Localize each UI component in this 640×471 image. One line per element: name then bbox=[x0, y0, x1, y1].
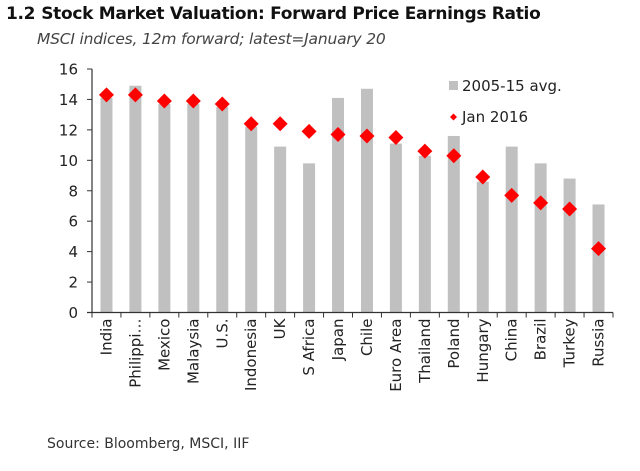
bar-15 bbox=[534, 163, 547, 313]
x-category-label: Thailand bbox=[416, 319, 434, 384]
bar-2 bbox=[158, 104, 171, 313]
legend-label-avg: 2005-15 avg. bbox=[462, 77, 562, 95]
marker-1 bbox=[127, 87, 143, 103]
chart-title: 1.2 Stock Market Valuation: Forward Price… bbox=[6, 4, 541, 24]
bar-0 bbox=[100, 97, 113, 313]
x-category-label: China bbox=[503, 319, 521, 362]
y-tick-label: 14 bbox=[59, 91, 78, 109]
y-tick-labels: 0 2 4 6 8 10 12 14 16 bbox=[59, 61, 78, 323]
marker-12 bbox=[446, 148, 462, 164]
bar-4 bbox=[216, 107, 229, 313]
marker-11 bbox=[417, 143, 433, 159]
axes bbox=[87, 68, 614, 318]
marker-2 bbox=[156, 93, 172, 109]
bar-5 bbox=[245, 126, 258, 313]
x-category-label: India bbox=[97, 319, 115, 356]
chart-title-text: Stock Market Valuation: Forward Price Ea… bbox=[41, 4, 541, 24]
x-category-label: S Africa bbox=[300, 319, 318, 376]
x-category-label: Turkey bbox=[561, 318, 579, 368]
marker-9 bbox=[359, 128, 375, 144]
y-tick-label: 0 bbox=[68, 304, 78, 322]
x-category-label: Mexico bbox=[155, 319, 173, 371]
marker-5 bbox=[243, 116, 259, 132]
x-category-label: U.S. bbox=[213, 319, 231, 349]
marker-6 bbox=[272, 116, 288, 132]
bar-series bbox=[100, 85, 605, 313]
marker-0 bbox=[98, 87, 114, 103]
y-tick-label: 8 bbox=[68, 182, 78, 200]
x-category-label: Brazil bbox=[532, 319, 550, 361]
legend-label-jan2016: Jan 2016 bbox=[461, 108, 528, 126]
marker-10 bbox=[388, 129, 404, 145]
legend-swatch-bar bbox=[449, 81, 458, 90]
marker-15 bbox=[533, 195, 549, 211]
y-tick-label: 16 bbox=[59, 61, 78, 79]
bar-17 bbox=[592, 204, 605, 313]
marker-7 bbox=[301, 123, 317, 139]
bar-1 bbox=[129, 85, 142, 313]
marker-8 bbox=[330, 126, 346, 142]
x-category-label: Malaysia bbox=[184, 319, 202, 385]
source-note: Source: Bloomberg, MSCI, IIF bbox=[47, 436, 250, 452]
y-tick-label: 6 bbox=[68, 213, 78, 231]
bar-14 bbox=[505, 146, 518, 313]
x-category-label: Chile bbox=[358, 319, 376, 357]
marker-16 bbox=[562, 201, 578, 217]
marker-17 bbox=[591, 241, 607, 257]
marker-series bbox=[98, 87, 607, 257]
marker-13 bbox=[475, 169, 491, 185]
chart-number: 1.2 bbox=[6, 4, 36, 24]
bar-12 bbox=[447, 135, 460, 313]
bar-13 bbox=[476, 181, 489, 313]
chart-subtitle: MSCI indices, 12m forward; latest=Januar… bbox=[37, 30, 386, 48]
bar-10 bbox=[389, 143, 402, 313]
y-tick-label: 12 bbox=[59, 121, 78, 139]
bar-11 bbox=[418, 155, 431, 313]
y-tick-label: 4 bbox=[68, 243, 78, 261]
marker-3 bbox=[185, 93, 201, 109]
y-tick-label: 2 bbox=[68, 274, 78, 292]
bar-7 bbox=[303, 163, 316, 313]
x-category-label: Poland bbox=[445, 319, 463, 369]
bar-8 bbox=[332, 97, 345, 313]
bar-3 bbox=[187, 104, 200, 313]
bar-9 bbox=[360, 88, 373, 313]
y-tick-label: 10 bbox=[59, 152, 78, 170]
x-category-label: Japan bbox=[329, 319, 347, 362]
x-category-label: Russia bbox=[590, 319, 608, 367]
legend: 2005-15 avg. Jan 2016 bbox=[449, 77, 562, 126]
x-category-label: Philippi… bbox=[126, 319, 144, 388]
x-category-label: Euro Area bbox=[387, 319, 405, 392]
marker-14 bbox=[504, 187, 520, 203]
x-category-label: Hungary bbox=[474, 318, 492, 382]
x-category-label: Indonesia bbox=[242, 319, 260, 392]
bar-6 bbox=[274, 146, 287, 313]
marker-4 bbox=[214, 96, 230, 112]
x-tick-labels: India Philippi… Mexico Malaysia U.S. Indonesi… bbox=[97, 317, 607, 391]
bar-16 bbox=[563, 178, 576, 313]
legend-swatch-marker bbox=[450, 113, 457, 121]
x-category-label: UK bbox=[271, 317, 289, 339]
